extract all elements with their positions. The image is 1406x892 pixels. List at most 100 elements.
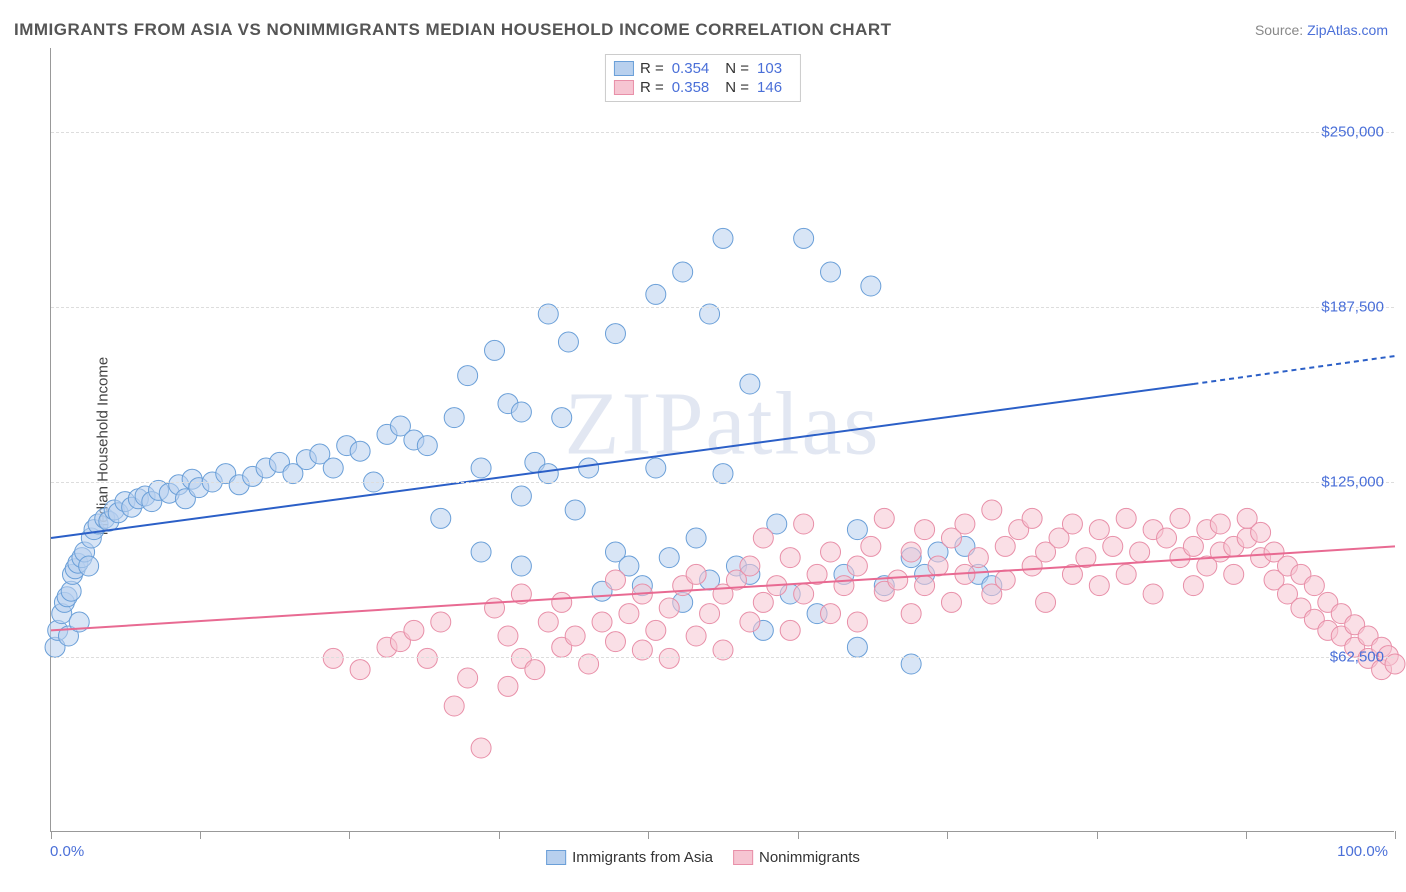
data-point (861, 276, 881, 296)
data-point (444, 408, 464, 428)
data-point (511, 486, 531, 506)
legend-stats: R = 0.354 N = 103 R = 0.358 N = 146 (605, 54, 801, 102)
data-point (444, 696, 464, 716)
data-point (485, 598, 505, 618)
data-point (740, 556, 760, 576)
x-axis-tick-mark (648, 831, 649, 839)
x-axis-tick-mark (798, 831, 799, 839)
legend-n-label: N = (725, 79, 749, 96)
x-axis-tick-left: 0.0% (50, 843, 84, 860)
legend-n-label: N = (725, 60, 749, 77)
data-point (565, 626, 585, 646)
gridline-h (51, 132, 1394, 133)
data-point (861, 536, 881, 556)
data-point (417, 436, 437, 456)
data-point (1157, 528, 1177, 548)
chart-container: IMMIGRANTS FROM ASIA VS NONIMMIGRANTS ME… (0, 0, 1406, 892)
data-point (323, 458, 343, 478)
gridline-h (51, 482, 1394, 483)
legend-series-item: Immigrants from Asia (546, 849, 713, 866)
legend-stats-row: R = 0.358 N = 146 (614, 78, 792, 97)
data-point (350, 441, 370, 461)
data-point (1170, 508, 1190, 528)
data-point (404, 620, 424, 640)
data-point (485, 340, 505, 360)
data-point (821, 542, 841, 562)
x-axis-tick-mark (349, 831, 350, 839)
x-axis-tick-mark (1097, 831, 1098, 839)
data-point (552, 408, 572, 428)
data-point (323, 648, 343, 668)
legend-swatch (546, 850, 566, 865)
data-point (558, 332, 578, 352)
y-axis-tick: $250,000 (1321, 124, 1384, 141)
data-point (713, 464, 733, 484)
source-attribution: Source: ZipAtlas.com (1255, 22, 1388, 38)
legend-swatch (614, 80, 634, 95)
data-point (1183, 536, 1203, 556)
legend-series-item: Nonimmigrants (733, 849, 860, 866)
data-point (982, 500, 1002, 520)
scatter-svg (51, 48, 1394, 831)
x-axis-tick-mark (499, 831, 500, 839)
data-point (471, 738, 491, 758)
data-point (941, 592, 961, 612)
data-point (901, 604, 921, 624)
data-point (525, 660, 545, 680)
data-point (1103, 536, 1123, 556)
x-axis-tick-mark (1246, 831, 1247, 839)
data-point (1089, 520, 1109, 540)
x-axis-tick-mark (200, 831, 201, 839)
legend-r-label: R = (640, 79, 664, 96)
legend-series-label: Immigrants from Asia (572, 849, 713, 866)
data-point (1062, 514, 1082, 534)
data-point (1022, 508, 1042, 528)
data-point (753, 592, 773, 612)
x-axis-tick-mark (1395, 831, 1396, 839)
data-point (659, 598, 679, 618)
data-point (686, 564, 706, 584)
data-point (700, 604, 720, 624)
data-point (646, 458, 666, 478)
trend-line-ext (1193, 356, 1395, 384)
data-point (821, 604, 841, 624)
data-point (579, 458, 599, 478)
data-point (538, 612, 558, 632)
data-point (659, 548, 679, 568)
data-point (471, 458, 491, 478)
data-point (605, 324, 625, 344)
data-point (780, 548, 800, 568)
data-point (498, 676, 518, 696)
x-axis-tick-mark (51, 831, 52, 839)
data-point (552, 592, 572, 612)
source-link[interactable]: ZipAtlas.com (1307, 22, 1388, 38)
data-point (794, 584, 814, 604)
data-point (1251, 522, 1271, 542)
data-point (713, 228, 733, 248)
data-point (955, 514, 975, 534)
data-point (995, 570, 1015, 590)
data-point (686, 528, 706, 548)
data-point (431, 508, 451, 528)
data-point (498, 626, 518, 646)
data-point (834, 576, 854, 596)
gridline-h (51, 657, 1394, 658)
data-point (1089, 576, 1109, 596)
data-point (646, 620, 666, 640)
data-point (431, 612, 451, 632)
data-point (417, 648, 437, 668)
plot-area: ZIPatlas $62,500$125,000$187,500$250,000 (50, 48, 1394, 832)
data-point (928, 556, 948, 576)
data-point (821, 262, 841, 282)
data-point (1130, 542, 1150, 562)
data-point (458, 366, 478, 386)
x-axis-tick-right: 100.0% (1337, 843, 1388, 860)
legend-swatch (614, 61, 634, 76)
data-point (565, 500, 585, 520)
gridline-h (51, 307, 1394, 308)
data-point (673, 262, 693, 282)
data-point (794, 228, 814, 248)
data-point (740, 374, 760, 394)
data-point (350, 660, 370, 680)
legend-n-value: 146 (757, 79, 782, 96)
